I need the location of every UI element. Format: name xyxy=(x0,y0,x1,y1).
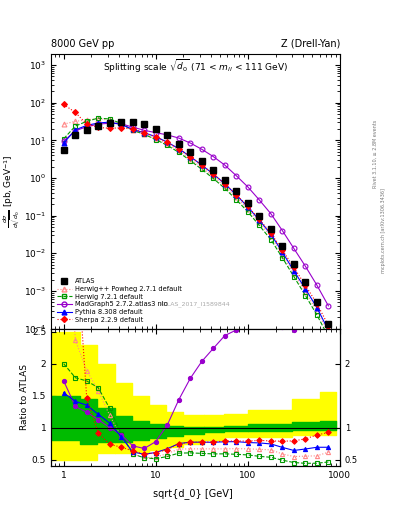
Text: 8000 GeV pp: 8000 GeV pp xyxy=(51,38,114,49)
Text: ATLAS_2017_I1589844: ATLAS_2017_I1589844 xyxy=(160,301,231,307)
Y-axis label: $\frac{d\sigma}{d\sqrt{d_0}}\ [\rm{pb,GeV}^{-1}]$: $\frac{d\sigma}{d\sqrt{d_0}}\ [\rm{pb,Ge… xyxy=(2,154,22,228)
Y-axis label: Ratio to ATLAS: Ratio to ATLAS xyxy=(20,364,29,430)
Text: Z (Drell-Yan): Z (Drell-Yan) xyxy=(281,38,340,49)
Text: Splitting scale $\sqrt{d_0}$ (71 < $m_{ll}$ < 111 GeV): Splitting scale $\sqrt{d_0}$ (71 < $m_{l… xyxy=(103,58,288,75)
Text: mcplots.cern.ch [arXiv:1306.3436]: mcplots.cern.ch [arXiv:1306.3436] xyxy=(381,188,386,273)
Text: sqrt{d_0} [GeV]: sqrt{d_0} [GeV] xyxy=(153,488,232,499)
Legend: ATLAS, Herwig++ Powheg 2.7.1 default, Herwig 7.2.1 default, MadGraph5 2.7.2.atla: ATLAS, Herwig++ Powheg 2.7.1 default, He… xyxy=(54,275,185,325)
Text: Rivet 3.1.10, ≥ 2.8M events: Rivet 3.1.10, ≥ 2.8M events xyxy=(373,119,378,188)
